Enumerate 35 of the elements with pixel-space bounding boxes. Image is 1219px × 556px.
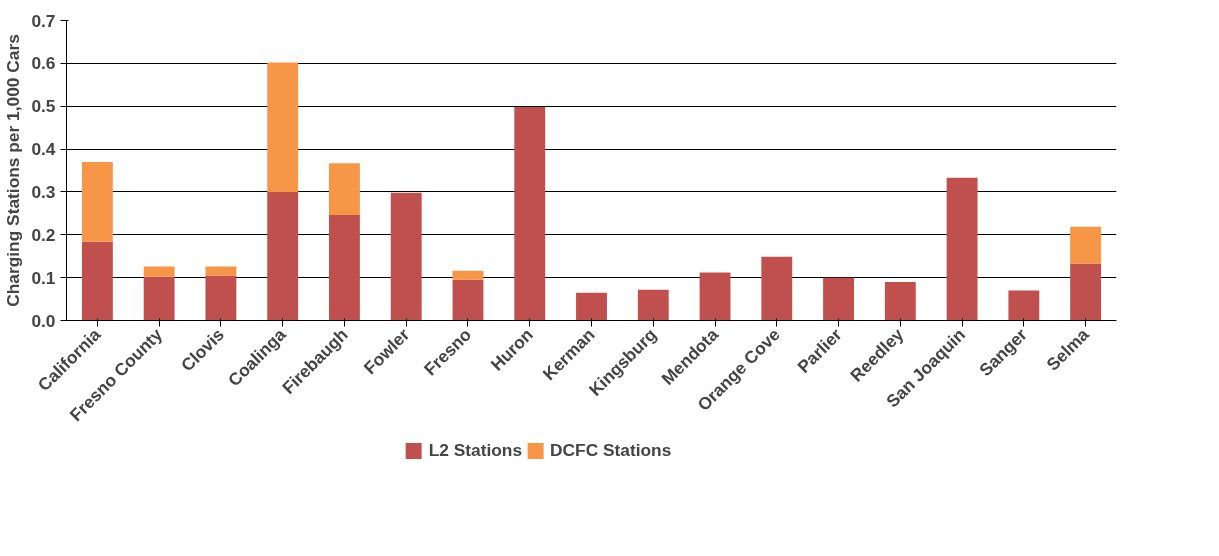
bar xyxy=(267,191,299,321)
bar xyxy=(329,215,360,321)
y-tick-label: 0.4 xyxy=(31,139,56,160)
y-tick-label: 0.1 xyxy=(31,267,56,288)
bar xyxy=(267,62,299,192)
bar xyxy=(1008,290,1040,321)
bar xyxy=(452,279,484,321)
bar xyxy=(452,270,484,280)
bar xyxy=(205,275,237,321)
bar xyxy=(329,163,360,216)
bar xyxy=(514,107,546,321)
bar xyxy=(143,276,175,321)
bar xyxy=(390,192,422,321)
y-axis-title: Charging Stations per 1,000 Cars xyxy=(3,34,24,307)
bar xyxy=(761,256,793,321)
y-tick-label: 0.3 xyxy=(31,181,56,202)
bar xyxy=(1070,226,1102,264)
y-tick-label: 0.7 xyxy=(31,10,56,31)
bar xyxy=(576,292,607,321)
y-tick-label: 0.5 xyxy=(31,96,56,117)
bar xyxy=(143,266,175,277)
bar xyxy=(205,266,237,276)
y-tick-label: 0.6 xyxy=(31,53,56,74)
legend-label: L2 Stations xyxy=(428,439,523,461)
bar xyxy=(637,289,669,321)
legend-label: DCFC Stations xyxy=(550,439,672,461)
text: 0.0 xyxy=(31,310,56,331)
bar xyxy=(946,177,978,321)
y-tick-label: 0.2 xyxy=(31,224,56,245)
bar xyxy=(1070,263,1102,321)
bar xyxy=(699,272,731,321)
bar xyxy=(81,161,113,242)
bar xyxy=(823,277,854,321)
bar xyxy=(81,241,113,321)
bar xyxy=(884,281,916,321)
